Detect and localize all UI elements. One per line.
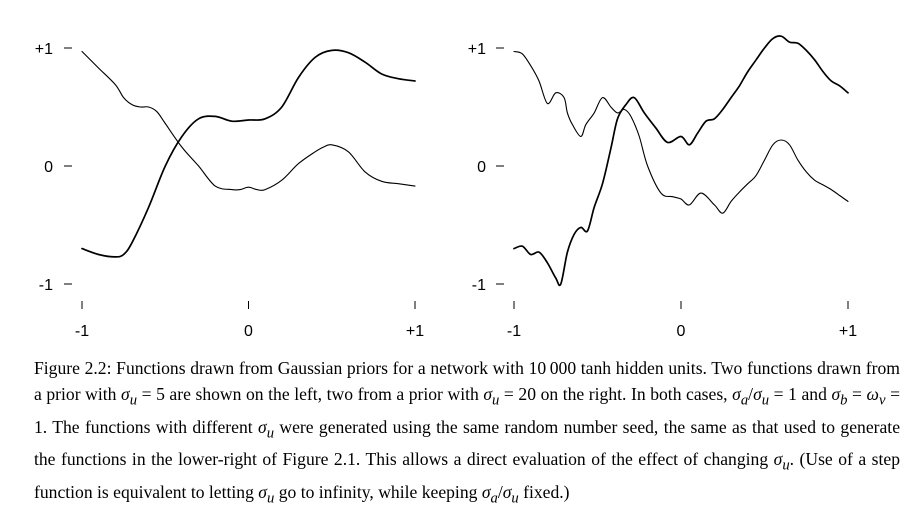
x-tick-label: +1 [406, 323, 424, 340]
sigma-symbol: σ [121, 384, 130, 404]
right-function-curve-1 [513, 50, 849, 214]
y-tick-label: +1 [468, 41, 486, 58]
y-tick-label: -1 [39, 277, 53, 294]
right-panel: +1 0 -1 -1 0 +1 [468, 35, 857, 340]
caption-text: Figure 2.2: Functions drawn from Gaussia… [34, 358, 900, 404]
figure-caption: Figure 2.2: Functions drawn from Gaussia… [34, 358, 901, 507]
y-tick-label: -1 [472, 277, 486, 294]
y-tick-label: 0 [44, 159, 53, 176]
figure-plots: +1 0 -1 -1 0 +1 +1 0 -1 -1 0 +1 [35, 35, 857, 340]
left-panel: +1 0 -1 -1 0 +1 [35, 41, 424, 340]
y-tick-label: 0 [477, 159, 486, 176]
x-tick-label: -1 [75, 323, 89, 340]
right-function-curve-2 [513, 35, 849, 287]
left-function-curve-2 [81, 49, 416, 258]
x-tick-label: 0 [677, 323, 686, 340]
x-tick-label: 0 [244, 323, 253, 340]
x-tick-label: +1 [839, 323, 857, 340]
y-tick-label: +1 [35, 41, 53, 58]
left-function-curve-1 [81, 50, 416, 191]
x-tick-label: -1 [507, 323, 521, 340]
